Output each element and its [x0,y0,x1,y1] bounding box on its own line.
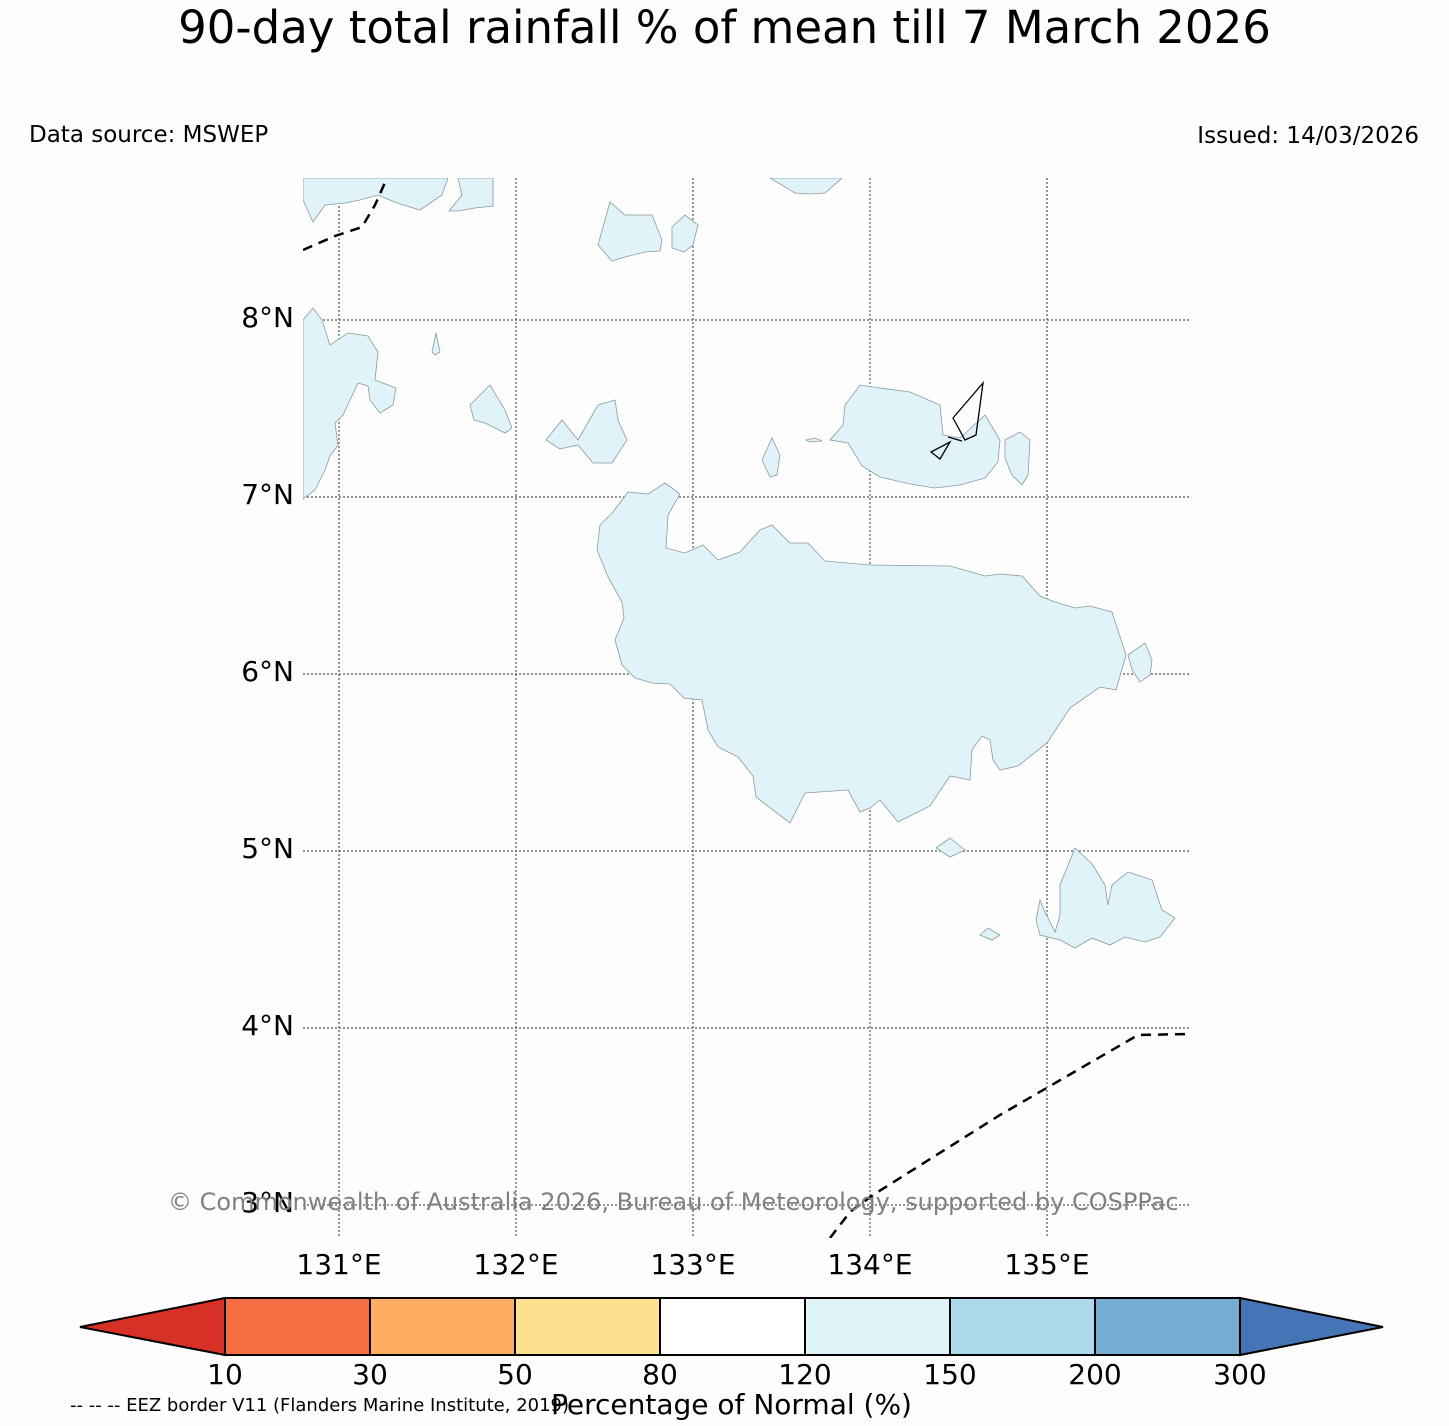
map-title: 90-day total rainfall % of mean till 7 M… [178,1,1271,54]
eez-border-north [303,178,389,252]
lon-label-133e: 133°E [650,1248,736,1281]
lon-label-132e: 132°E [473,1248,559,1281]
colorbar-tick-150: 150 [923,1358,977,1391]
colorbar [79,1296,1384,1357]
region-west-b [469,384,513,434]
lat-label-3n: 3°N [241,1186,294,1219]
region-south-islet-b [979,927,1001,941]
issued-date-label: Issued: 14/03/2026 [1197,123,1419,149]
region-north-large [829,384,1001,489]
lat-label-6n: 6°N [241,655,294,688]
colorbar-bin-150-200 [949,1297,1096,1356]
lon-label-131e: 131°E [296,1248,382,1281]
colorbar-tick-50: 50 [497,1358,533,1391]
region-east-islet-a [1127,642,1153,683]
lon-label-134e: 134°E [827,1248,913,1281]
coastline-reef [947,436,963,442]
colorbar-tick-10: 10 [207,1358,243,1391]
region-top-d [448,178,494,212]
region-top-c [303,178,449,223]
eez-border [303,178,1189,1238]
region-top-a [597,201,663,262]
rainfall-shading [303,178,1176,949]
data-source-label: Data source: MSWEP [29,122,269,148]
colorbar-tick-300: 300 [1213,1358,1267,1391]
colorbar-bin-50-80 [514,1297,661,1356]
region-main-cluster [596,482,1127,824]
colorbar-tick-80: 80 [642,1358,678,1391]
region-north-islet-d [804,437,823,443]
coastline [929,380,984,460]
lat-label-7n: 7°N [241,478,294,511]
colorbar-label: Percentage of Normal (%) [551,1388,912,1421]
lat-label-4n: 4°N [241,1009,294,1042]
colorbar-bin-10-30 [224,1297,371,1356]
colorbar-extend-high [1239,1296,1384,1357]
region-north-islet-c [761,437,781,478]
colorbar-bin-80-120 [659,1297,806,1356]
coastline-island [952,380,984,441]
region-south-east [1035,847,1176,949]
map-area [303,178,1189,1238]
lat-label-8n: 8°N [241,301,294,334]
colorbar-bin-30-50 [369,1297,516,1356]
region-far-west [303,307,397,500]
colorbar-tick-200: 200 [1068,1358,1122,1391]
colorbar-bin-120-150 [804,1297,951,1356]
colorbar-extend-low [79,1296,226,1357]
lat-label-5n: 5°N [241,832,294,865]
colorbar-bin-200-300 [1094,1297,1241,1356]
region-top-e [769,178,843,195]
eez-legend-note: -- -- -- EEZ border V11 (Flanders Marine… [70,1395,570,1416]
colorbar-tick-30: 30 [352,1358,388,1391]
region-west-islet [431,332,441,356]
region-west-a [545,399,628,464]
colorbar-tick-120: 120 [778,1358,832,1391]
lon-label-135e: 135°E [1004,1248,1090,1281]
region-top-b [671,214,699,253]
region-north-islet-b [1004,431,1031,486]
region-south-islet-a [935,837,966,858]
eez-border-south [829,1032,1189,1238]
coastline-island-tip [929,440,952,460]
copyright-notice: © Commonwealth of Australia 2026, Bureau… [168,1188,1179,1216]
